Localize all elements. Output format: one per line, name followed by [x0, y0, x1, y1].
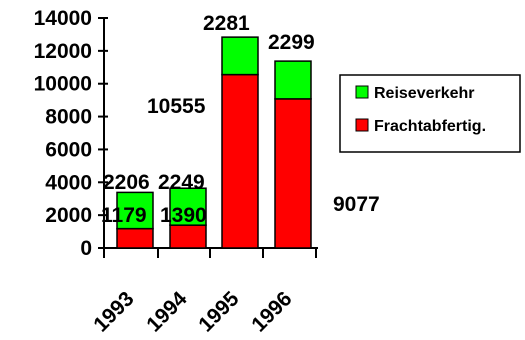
x-category-label: 1996	[247, 287, 296, 336]
bar-reiseverkehr	[116, 191, 154, 230]
legend-swatch	[355, 85, 369, 99]
data-label-reiseverkehr: 2281	[203, 12, 250, 35]
y-tick-label: 2000	[45, 204, 92, 227]
data-label-reiseverkehr: 2299	[268, 31, 315, 54]
data-labels: 1179 1390 10555 9077 2206 2249 2281 2299	[101, 12, 380, 227]
y-tick-label: 0	[80, 237, 92, 260]
x-category-label: 1995	[194, 287, 244, 337]
y-tick-label: 4000	[45, 171, 92, 194]
legend-label: Reiseverkehr	[374, 85, 475, 102]
x-category-label: 1993	[89, 287, 138, 336]
bar-reiseverkehr	[274, 60, 312, 100]
bar-reiseverkehr	[221, 36, 259, 76]
bar-frachtabfertig	[116, 227, 154, 249]
data-label-frachtabfertig: 9077	[333, 193, 380, 216]
x-category-label: 1994	[142, 287, 192, 337]
y-tick-label: 10000	[34, 73, 92, 96]
bar-frachtabfertig	[169, 224, 207, 249]
legend-label: Frachtabfertig.	[374, 118, 486, 135]
y-tick-label: 12000	[34, 40, 92, 63]
bar-frachtabfertig	[274, 98, 312, 249]
y-tick-label: 8000	[45, 106, 92, 129]
data-label-reiseverkehr: 2206	[103, 171, 150, 194]
data-label-frachtabfertig: 10555	[147, 95, 206, 118]
legend-swatch	[355, 118, 369, 132]
bar-reiseverkehr	[169, 187, 207, 226]
y-tick-label: 6000	[45, 138, 92, 161]
data-label-reiseverkehr: 2249	[158, 171, 205, 194]
bar-frachtabfertig	[221, 73, 259, 249]
y-tick-label: 14000	[34, 7, 92, 30]
legend: Reiseverkehr Frachtabfertig.	[339, 74, 521, 153]
bars	[116, 36, 312, 249]
data-label-frachtabfertig: 1390	[160, 204, 207, 227]
legend-box	[339, 74, 521, 153]
data-label-frachtabfertig: 1179	[101, 204, 147, 227]
